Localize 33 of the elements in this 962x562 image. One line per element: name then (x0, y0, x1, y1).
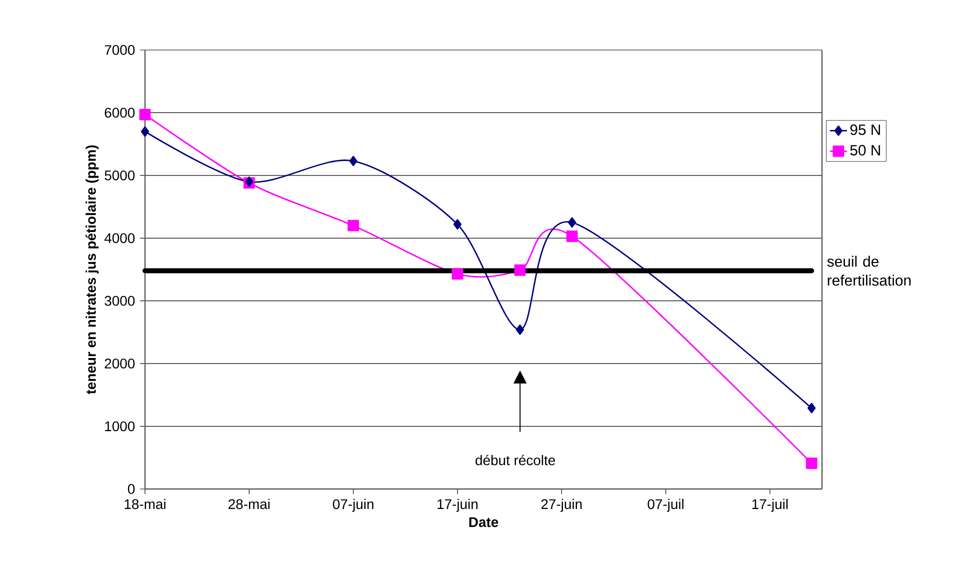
x-tick-label: 18-mai (124, 498, 166, 510)
point (514, 264, 526, 276)
x-tick-label: 17-juin (438, 498, 478, 512)
y-tick-label: 0 (128, 484, 135, 494)
y-tick-label: 1000 (105, 421, 135, 432)
y-tick-label: 4000 (104, 233, 135, 244)
legend-label: 95 N (850, 124, 880, 135)
y-tick-label: 3000 (104, 296, 135, 306)
y-axis-title: teneur en nitrates jus pétiolaire (ppm) (86, 145, 99, 394)
legend-label: 50 N (850, 144, 880, 156)
x-axis-title: Date (469, 517, 498, 528)
y-tick-label: 5000 (104, 170, 135, 180)
point (566, 230, 578, 242)
ref-line-label: seuil de refertilisation (827, 256, 911, 286)
x-tick-label: 07-juin (332, 498, 374, 512)
point (516, 324, 524, 335)
point (139, 108, 151, 120)
x-tick-label: 17-juil (752, 498, 788, 512)
x-tick-label: 27-juin (541, 498, 582, 512)
point (808, 402, 816, 414)
point (453, 219, 462, 230)
y-tick-label: 2000 (104, 358, 135, 369)
point (806, 458, 818, 469)
annotation: début récolte (476, 454, 556, 466)
y-tick-label: 6000 (104, 108, 135, 118)
point (349, 156, 358, 166)
y-tick-label: 7000 (104, 45, 135, 55)
point (452, 268, 464, 280)
point (140, 126, 150, 137)
point (348, 220, 360, 232)
point (568, 217, 576, 228)
x-tick-label: 28-mai (228, 498, 270, 510)
x-tick-label: 07-juil (648, 498, 684, 512)
